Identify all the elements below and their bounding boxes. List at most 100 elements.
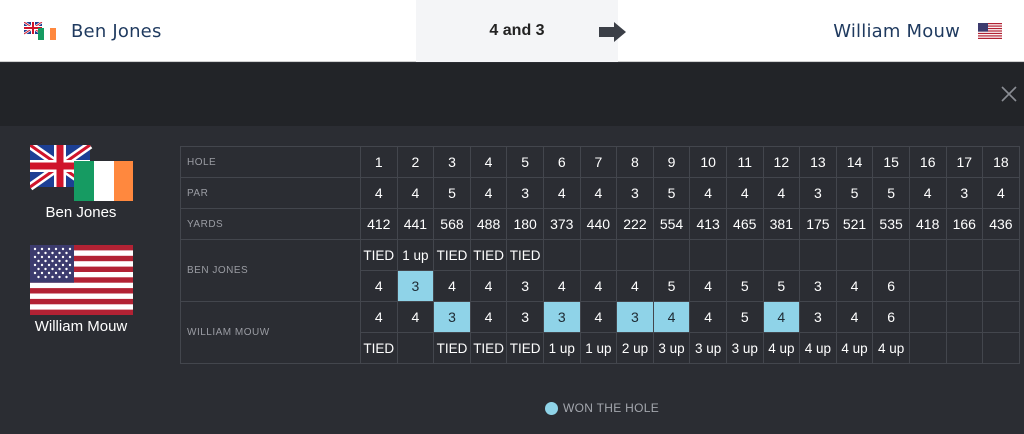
player2-status-cell: 2 up (616, 332, 654, 364)
par-cell: 4 (908, 177, 947, 209)
yards-row: YARDS 412 441 568 488 180 373 440 222 554 413 465 3… (180, 208, 1020, 240)
player2-scores-cell: 4 (579, 301, 618, 333)
yards-cell: 373 (542, 208, 581, 240)
player2-status-cell (982, 332, 1020, 364)
holes-cell: 7 (579, 146, 618, 178)
yards-cell: 436 (982, 208, 1020, 240)
par-label: PAR (180, 177, 361, 209)
player2-label: William Mouw (34, 318, 128, 335)
player1-status-cell (689, 239, 727, 271)
player2-scores-cell (945, 301, 984, 333)
holes-cell: 15 (872, 146, 910, 178)
legend-dot-icon (545, 401, 558, 415)
player1-status-cell (835, 239, 874, 271)
result-panel (416, 0, 618, 62)
player2-scores-cell: 4 (835, 301, 874, 333)
player2-status-cell: 3 up (652, 332, 691, 364)
holes-cell: 2 (396, 146, 435, 178)
par-cell: 4 (579, 177, 618, 209)
player1-row-label: BEN JONES (180, 239, 361, 302)
player1-status-cell: TIED (433, 239, 471, 271)
yards-cell: 166 (945, 208, 984, 240)
player1-scores-cell: 4 (689, 270, 727, 302)
player1-scores-won-cell: 3 (396, 270, 435, 302)
player1-scores-cell: 6 (872, 270, 910, 302)
player1-status-cell (542, 239, 581, 271)
player2-scores-cell (982, 301, 1020, 333)
player2-status-cell: 4 up (872, 332, 910, 364)
player2-scores-cell: 4 (689, 301, 727, 333)
yards-cell: 535 (872, 208, 910, 240)
yards-label: YARDS (180, 208, 361, 240)
player2-scores-won-cell: 4 (652, 301, 691, 333)
player2-status-cell: TIED (506, 332, 544, 364)
player1-scores-cell: 5 (725, 270, 764, 302)
legend: WON THE HOLE (545, 401, 659, 415)
yards-cell: 465 (725, 208, 764, 240)
player1-scores-cell (908, 270, 947, 302)
holes-cell: 6 (542, 146, 581, 178)
yards-cell: 180 (506, 208, 544, 240)
player1-scores-cell: 4 (835, 270, 874, 302)
par-cell: 4 (360, 177, 398, 209)
player2-status-cell: 1 up (542, 332, 581, 364)
close-icon[interactable] (1000, 85, 1018, 103)
player1-status-cell (872, 239, 910, 271)
player1-scores-cell (982, 270, 1020, 302)
player1-scores-cell: 3 (799, 270, 837, 302)
yards-cell: 441 (396, 208, 435, 240)
player1-flags-icon (30, 145, 133, 201)
par-cell: 4 (725, 177, 764, 209)
par-cell: 3 (506, 177, 544, 209)
yards-cell: 554 (652, 208, 691, 240)
par-cell: 4 (469, 177, 508, 209)
player1-label: Ben Jones (45, 204, 117, 221)
yards-cell: 381 (762, 208, 801, 240)
holes-cell: 10 (689, 146, 727, 178)
par-cell: 3 (945, 177, 984, 209)
par-cell: 5 (652, 177, 691, 209)
player2-status-cell (908, 332, 947, 364)
match-result: 4 and 3 (489, 22, 545, 39)
player2-status-cell: 1 up (579, 332, 618, 364)
player1-scores-cell: 4 (433, 270, 471, 302)
player2-name[interactable]: William Mouw (833, 21, 960, 42)
holes-cell: 14 (835, 146, 874, 178)
player2-row-label: WILLIAM MOUW (180, 301, 361, 364)
par-cell: 5 (835, 177, 874, 209)
player1-scores-cell: 4 (542, 270, 581, 302)
par-cell: 4 (762, 177, 801, 209)
player1-status-cell: TIED (506, 239, 544, 271)
player2-scores-cell (908, 301, 947, 333)
usa-flag-icon (30, 245, 133, 315)
holes-cell: 18 (982, 146, 1020, 178)
player1-scores-cell (945, 270, 984, 302)
par-cell: 4 (982, 177, 1020, 209)
player2-status-cell (396, 332, 435, 364)
yards-cell: 440 (579, 208, 618, 240)
yards-cell: 412 (360, 208, 398, 240)
player1-status-cell (652, 239, 691, 271)
match-header: Ben Jones 4 and 3 William Mouw (0, 0, 1024, 62)
arrow-right-icon (599, 22, 626, 42)
player2-scores-won-cell: 4 (762, 301, 801, 333)
player1-scores-cell: 5 (652, 270, 691, 302)
par-cell: 4 (542, 177, 581, 209)
par-cell: 5 (433, 177, 471, 209)
player2-scores-cell: 5 (725, 301, 764, 333)
player1-scores-cell: 5 (762, 270, 801, 302)
player2-scores-cell: 3 (506, 301, 544, 333)
hole-row: HOLE 1 2 3 4 5 6 7 8 9 10 11 12 13 14 15 16 17 18 (180, 146, 1020, 178)
player2-status-cell: 4 up (799, 332, 837, 364)
par-cell: 5 (872, 177, 910, 209)
yards-cell: 175 (799, 208, 837, 240)
yards-cell: 413 (689, 208, 727, 240)
player1-name[interactable]: Ben Jones (71, 21, 162, 42)
player1-status-cell: 1 up (396, 239, 435, 271)
player1-flags-small-icon (24, 22, 56, 40)
player1-status-cell: TIED (360, 239, 398, 271)
